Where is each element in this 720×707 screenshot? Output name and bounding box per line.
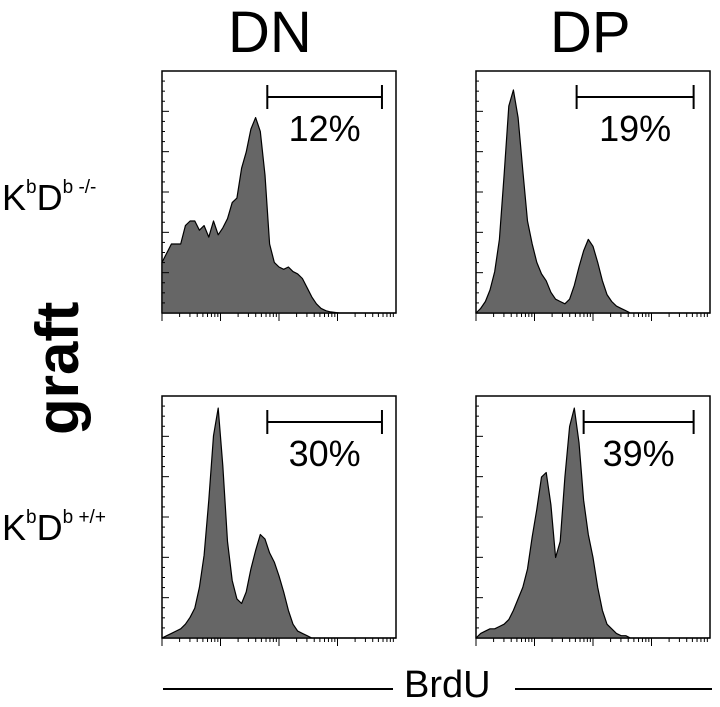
gate-percent-label: 39% <box>603 433 675 474</box>
gate-percent-label: 30% <box>289 433 361 474</box>
x-axis-line-right <box>515 688 712 690</box>
histogram-area <box>161 117 397 314</box>
row-label-sup-genotype: b -/- <box>62 177 97 198</box>
gate-percent-label: 19% <box>599 108 671 149</box>
row-label-base-d: D <box>36 177 63 218</box>
histogram-area <box>475 407 711 639</box>
x-axis-label: BrdU <box>404 664 491 706</box>
histogram-panel-dn-knockout: 12% <box>161 70 397 321</box>
row-label-base-k: K <box>2 507 27 548</box>
histogram-panel-dn-wildtype: 30% <box>161 395 397 646</box>
histogram-area <box>475 89 711 314</box>
row-label-sup-b: b <box>26 507 37 528</box>
histogram-panel-dp-wildtype: 39% <box>475 395 711 646</box>
row-label-knockout: KbDb -/- <box>2 177 97 218</box>
row-label-wildtype: KbDb +/+ <box>2 507 106 548</box>
gate-percent-label: 12% <box>289 108 361 149</box>
column-title-dp: DP <box>550 0 631 65</box>
side-label-graft: graft <box>24 301 91 435</box>
row-label-sup-genotype: b +/+ <box>62 507 106 528</box>
column-title-dn: DN <box>228 0 312 65</box>
histogram-panel-dp-knockout: 19% <box>475 70 711 321</box>
row-label-sup-b: b <box>26 177 37 198</box>
row-label-base-k: K <box>2 177 27 218</box>
histogram-area <box>161 407 397 639</box>
x-axis-line-left <box>163 688 393 690</box>
row-label-base-d: D <box>36 507 63 548</box>
